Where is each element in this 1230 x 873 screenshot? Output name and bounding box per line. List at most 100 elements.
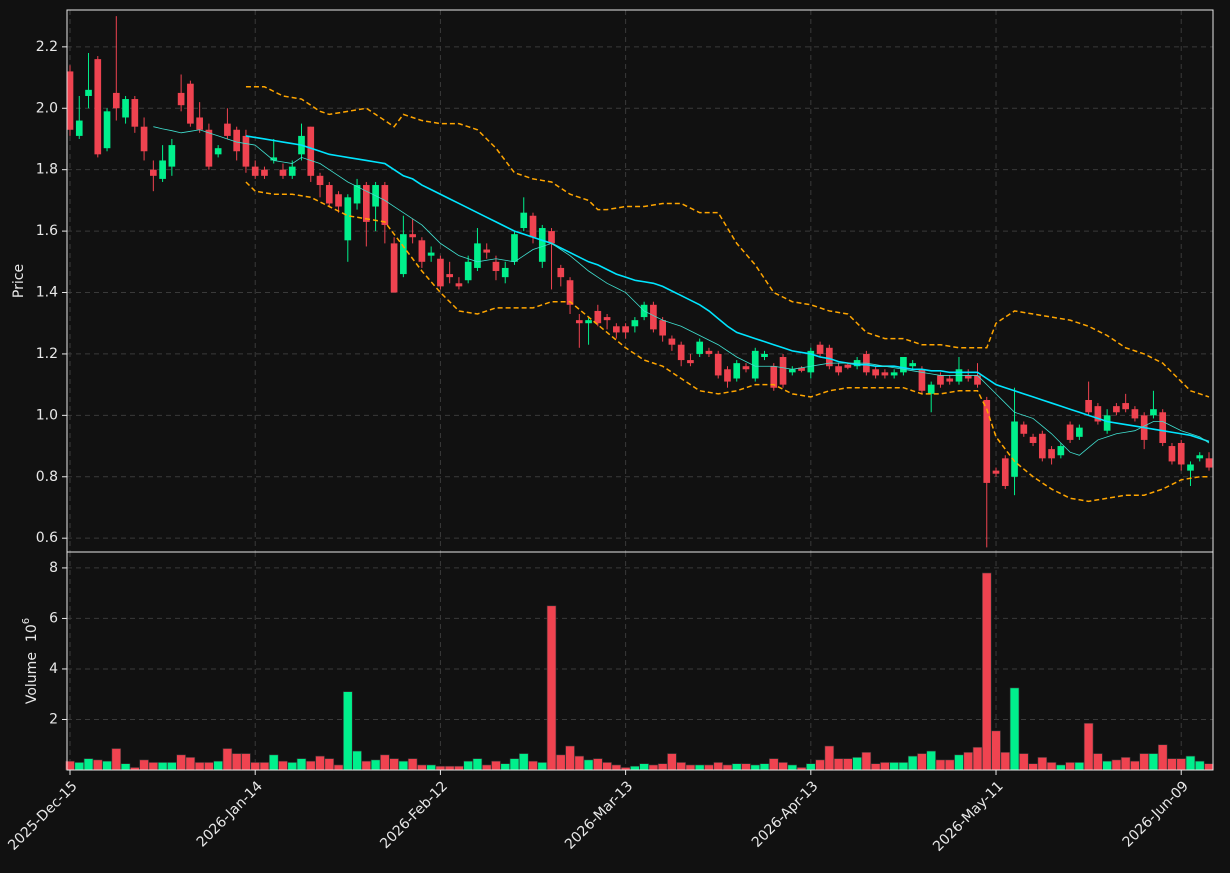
candle-body — [816, 344, 824, 354]
candle-body — [1187, 464, 1194, 471]
candle-body — [844, 364, 852, 368]
volume-bar — [935, 759, 946, 771]
volume-bar — [194, 762, 205, 771]
candle-body — [1159, 412, 1167, 443]
candle-body — [455, 283, 463, 287]
candle-body — [233, 129, 241, 152]
volume-bar — [306, 760, 316, 771]
candle-body — [409, 234, 416, 238]
candle-body — [1205, 458, 1213, 468]
candle-body — [1066, 424, 1074, 440]
candle-body — [196, 117, 203, 130]
volume-bar — [889, 762, 899, 771]
volume-bar — [148, 762, 159, 771]
volume-bar — [1204, 763, 1214, 771]
volume-bar — [1056, 764, 1066, 771]
volume-bar — [454, 765, 464, 771]
volume-bar — [944, 759, 955, 771]
candle-body — [325, 185, 333, 204]
volume-bar — [102, 760, 112, 771]
candle-body — [1150, 409, 1157, 416]
candle-body — [964, 375, 972, 379]
volume-bar — [731, 763, 742, 771]
candle-body — [464, 261, 472, 281]
volume-bar — [667, 753, 677, 771]
volume-bar — [241, 753, 251, 771]
y-axis-label: Price — [11, 264, 27, 298]
volume-bar — [1065, 762, 1075, 771]
indicator-line — [245, 86, 1210, 398]
candle-body — [1011, 421, 1018, 477]
volume-bar — [750, 764, 760, 771]
candle-body — [187, 83, 194, 124]
candle-body — [548, 231, 555, 244]
y-tick-label: 1.0 — [36, 407, 58, 423]
candle-body — [288, 166, 296, 176]
volume-bar — [83, 758, 94, 771]
volume-bar — [500, 763, 510, 771]
indicator-line — [153, 126, 1210, 456]
candle-body — [390, 243, 398, 293]
candle-body — [520, 212, 528, 229]
volume-bar — [139, 759, 149, 771]
volume-bar — [954, 754, 964, 771]
candle-body — [205, 129, 213, 167]
volume-bar — [972, 746, 983, 771]
volume-bar — [398, 760, 409, 771]
volume-bar — [361, 760, 372, 771]
candle-body — [140, 126, 148, 152]
volume-bar — [833, 758, 844, 771]
y-tick-label: 2 — [49, 711, 58, 727]
volume-bar — [157, 762, 168, 771]
candle-body — [446, 274, 454, 278]
volume-bar — [481, 764, 492, 771]
volume-axis-label: Volume 106 — [21, 618, 40, 704]
candle-body — [103, 111, 111, 149]
candle-body — [1177, 442, 1185, 465]
candle-body — [770, 366, 778, 388]
y-tick-label: 1.2 — [36, 346, 58, 362]
candle-body — [946, 378, 954, 382]
volume-bar — [861, 752, 872, 771]
candle-body — [400, 234, 407, 275]
candle-body — [937, 375, 944, 385]
candle-body — [270, 157, 278, 161]
volume-bar — [407, 758, 418, 771]
candle-body — [1029, 436, 1037, 443]
candle-body — [687, 360, 694, 364]
candle-body — [483, 249, 491, 253]
volume-bar — [546, 605, 557, 771]
volume-bar — [611, 764, 622, 771]
volume-bar — [806, 763, 816, 771]
volume-bar — [1194, 760, 1205, 771]
volume-bar — [1009, 687, 1020, 771]
volume-bar — [1111, 759, 1122, 771]
candle-body — [150, 169, 157, 176]
candle-body — [1057, 446, 1065, 456]
volume-bar — [1028, 763, 1038, 771]
volume-bar — [1157, 744, 1168, 771]
volume-bar — [1130, 760, 1140, 771]
candle-body — [168, 145, 176, 167]
volume-bar — [528, 760, 538, 771]
volume-bar — [787, 764, 798, 771]
volume-bar — [824, 745, 835, 771]
candle-body — [1085, 399, 1092, 413]
volume-bar — [444, 765, 455, 771]
y-tick-label: 2.2 — [36, 39, 58, 55]
volume-bar — [389, 758, 399, 771]
candle-body — [1122, 403, 1129, 410]
candle-body — [224, 123, 231, 136]
candle-body — [751, 350, 759, 379]
candle-body — [761, 353, 768, 358]
candle-body — [724, 369, 731, 382]
candle-body — [261, 169, 268, 176]
volume-bar — [1019, 753, 1029, 771]
candle-body — [668, 338, 676, 345]
volume-bar — [583, 759, 594, 771]
candle-body — [983, 399, 991, 483]
candle-body — [85, 89, 92, 96]
volume-bar — [1185, 755, 1196, 771]
candle-body — [677, 344, 685, 361]
